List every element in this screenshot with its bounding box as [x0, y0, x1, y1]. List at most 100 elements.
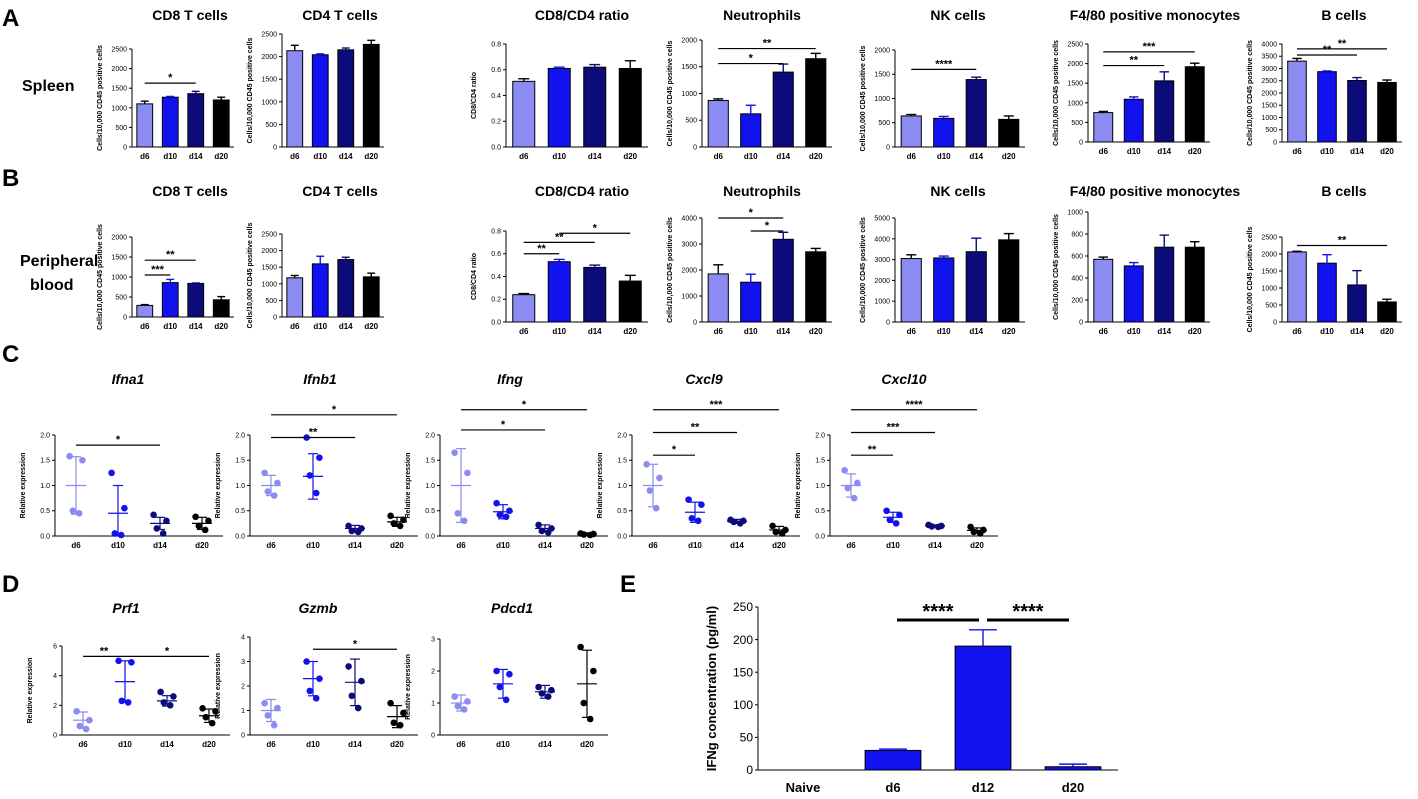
x-tick-label: d6 [140, 152, 150, 161]
y-tick-label: 0 [1079, 139, 1083, 146]
chart-title: CD8 T cells [152, 7, 228, 23]
x-tick-label: d20 [1002, 327, 1016, 336]
data-point [460, 517, 468, 525]
x-tick-label: d10 [313, 152, 327, 161]
x-tick-label: d20 [772, 541, 786, 550]
bar [1093, 258, 1114, 323]
x-tick-label: d10 [163, 152, 177, 161]
chart-title: B cells [1321, 183, 1366, 199]
chart-A6: F4/80 positive monocytes 0 500 1000 1500 2000… [1053, 7, 1240, 156]
data-point [496, 683, 504, 691]
data-point [496, 511, 504, 519]
x-tick-label: d20 [1380, 327, 1394, 336]
significance-label: **** [935, 58, 953, 70]
x-tick-label: d14 [776, 327, 790, 336]
y-tick-label: 2000 [1067, 61, 1083, 68]
x-tick-label: d14 [339, 152, 353, 161]
chart-title: Gzmb [299, 600, 338, 616]
y-axis-label: Cells/10,000 CD45 positive cells [1053, 40, 1060, 146]
x-tick-label: d20 [623, 152, 637, 161]
y-axis-label: Cells/10,000 CD45 positive cells [1247, 226, 1254, 332]
y-tick-label: 0.0 [491, 144, 501, 151]
bar [998, 118, 1020, 148]
data-point [464, 469, 471, 477]
data-point [688, 515, 696, 522]
data-point [208, 719, 216, 727]
y-tick-label: 1.0 [235, 483, 245, 490]
data-point [118, 697, 126, 705]
data-point [306, 472, 314, 479]
charts-layer: CD8 T cells05001000150020002500Cells/10,… [20, 7, 1402, 795]
y-tick-label: 2.0 [617, 432, 627, 439]
data-point [150, 511, 157, 519]
significance-label: ** [1338, 38, 1347, 50]
y-axis-label: IFNg concentration (pg/ml) [704, 606, 719, 771]
y-tick-label: 0.0 [491, 319, 501, 326]
y-tick-label: 0.4 [491, 93, 501, 100]
y-tick-label: 0 [886, 144, 890, 151]
y-tick-label: 1500 [681, 64, 697, 71]
y-tick-label: 100 [733, 698, 753, 712]
significance-label: **** [1012, 601, 1043, 623]
bar [900, 115, 922, 148]
significance-label: ** [537, 243, 546, 255]
bar [1184, 246, 1205, 323]
y-tick-label: 3 [431, 636, 435, 643]
y-axis-label: Cells/10,000 CD45 positive cells [247, 37, 254, 143]
data-point [270, 721, 278, 729]
chart-title: NK cells [930, 183, 985, 199]
y-tick-label: 2.0 [815, 432, 825, 439]
bar [1154, 246, 1175, 323]
x-tick-label: d14 [1350, 147, 1364, 156]
bar [864, 749, 922, 771]
x-tick-label: d14 [776, 152, 790, 161]
chart-A5: NK cells 0 500 1000 1500 2000 Cells/10,000 CD4… [860, 7, 1025, 161]
x-tick-label: d14 [969, 152, 983, 161]
chart-A1: CD8 T cells 0 500 1000 1500 2000 2500 Cells/10,… [97, 7, 234, 161]
y-tick-label: 1500 [1067, 81, 1083, 88]
chart-title: CD8 T cells [152, 183, 228, 199]
y-tick-label: 1500 [1261, 103, 1277, 110]
data-point [157, 688, 164, 696]
x-tick-label: d6 [714, 327, 724, 336]
significance-label: * [522, 399, 527, 411]
x-tick-label: d10 [111, 541, 125, 550]
x-tick-label: d14 [1157, 327, 1171, 336]
x-tick-label: d20 [809, 152, 823, 161]
data-point [538, 690, 546, 697]
y-axis-label: Relative expression [20, 453, 27, 519]
significance-label: ** [309, 427, 318, 439]
y-tick-label: 0 [693, 144, 697, 151]
significance-label: ** [100, 645, 109, 657]
data-point [454, 509, 462, 517]
y-tick-label: 1000 [261, 99, 277, 106]
data-point [850, 494, 858, 502]
y-tick-label: 2000 [681, 267, 697, 274]
y-tick-label: 0 [53, 732, 57, 739]
x-tick-label: d14 [189, 152, 203, 161]
chart-D3: Pdcd1 0 1 2 3 Relative expression d6 d10 d14 d20 [405, 600, 608, 749]
bar [740, 281, 762, 323]
chart-B2: CD4 T cells 0 500 1000 1500 2000 2500 Cells/10,… [247, 183, 384, 331]
y-axis-label: Relative expression [27, 658, 34, 724]
x-tick-label: d14 [538, 740, 552, 749]
bar [740, 113, 762, 148]
bar [933, 117, 955, 148]
x-tick-label: d20 [390, 740, 404, 749]
y-axis-label: Cells/10,000 CD45 positive cells [1247, 40, 1254, 146]
data-point [577, 643, 584, 651]
y-tick-label: 1000 [1067, 100, 1083, 107]
y-axis-label: Relative expression [795, 453, 802, 519]
x-tick-label: d6 [519, 327, 529, 336]
y-tick-label: 1500 [1261, 268, 1277, 275]
data-point [896, 511, 903, 519]
y-tick-label: 150 [733, 665, 753, 679]
data-point [387, 699, 394, 707]
data-point [79, 456, 86, 464]
x-tick-label: d20 [1188, 327, 1202, 336]
x-tick-label: d6 [290, 152, 300, 161]
data-point [698, 501, 705, 508]
y-tick-label: 1.5 [40, 458, 50, 465]
data-point [390, 520, 398, 527]
